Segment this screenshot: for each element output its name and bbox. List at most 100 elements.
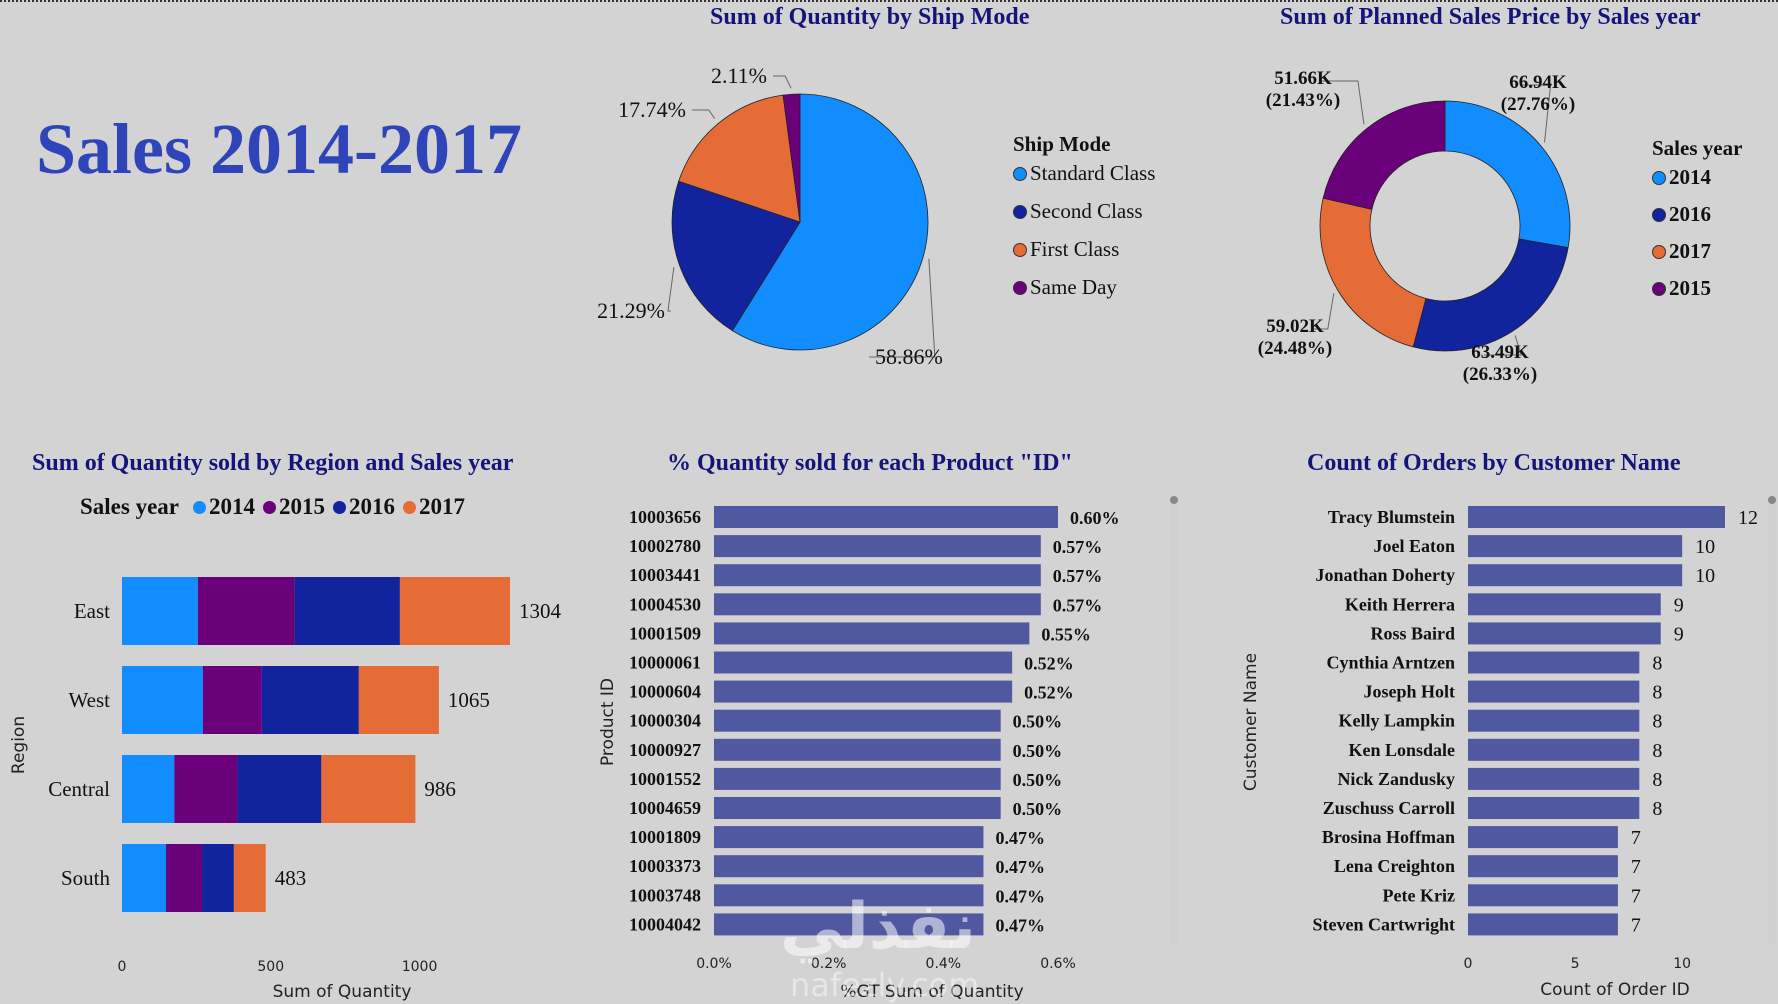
customer-bar[interactable]	[1468, 884, 1618, 907]
region-bar-south-2015[interactable]	[166, 844, 203, 912]
product-id-label: 10003373	[629, 856, 701, 876]
region-bar-west-2016[interactable]	[261, 666, 359, 734]
ship-mode-chart-title: Sum of Quantity by Ship Mode	[710, 4, 1030, 30]
region-bar-east-2016[interactable]	[294, 577, 400, 645]
customer-bar[interactable]	[1468, 564, 1683, 587]
customer-value-label: 7	[1631, 914, 1641, 936]
region-bar-east-2014[interactable]	[122, 577, 198, 645]
donut-slice-2014[interactable]	[1444, 100, 1571, 249]
product-bar[interactable]	[714, 535, 1041, 558]
product-bar[interactable]	[714, 826, 984, 849]
region-bar-south-2016[interactable]	[202, 844, 234, 912]
customer-bar[interactable]	[1468, 651, 1640, 674]
legend-item-2015[interactable]: 2015	[263, 494, 325, 520]
legend-item-2014[interactable]: 2014	[1652, 165, 1742, 190]
region-legend-title: Sales year	[80, 494, 180, 519]
customer-bar[interactable]	[1468, 826, 1618, 849]
donut-slice-2016[interactable]	[1412, 238, 1569, 352]
region-bar-central-2016[interactable]	[237, 755, 322, 823]
legend-item-2017[interactable]: 2017	[403, 494, 465, 520]
customer-name-label: Ken Lonsdale	[1348, 740, 1455, 760]
customer-name-label: Zuschuss Carroll	[1323, 798, 1455, 818]
region-bar-south-2017[interactable]	[233, 844, 266, 912]
pie-slice-first-class[interactable]	[678, 94, 801, 223]
pie-data-label: 17.74%	[618, 97, 686, 122]
product-bar[interactable]	[714, 855, 984, 878]
product-bar[interactable]	[714, 797, 1001, 819]
region-bar-central-2014[interactable]	[122, 755, 175, 823]
product-bar[interactable]	[714, 884, 984, 907]
customer-bar[interactable]	[1468, 593, 1661, 616]
legend-item-same-day[interactable]: Same Day	[1013, 275, 1155, 300]
product-id-label: 10004659	[629, 798, 701, 818]
customer-bar[interactable]	[1468, 767, 1640, 790]
pie-slice-standard-class[interactable]	[731, 93, 929, 351]
product-bar[interactable]	[714, 680, 1013, 703]
customer-bar[interactable]	[1468, 622, 1661, 645]
customer-bar[interactable]	[1468, 913, 1618, 936]
legend-dot-icon	[193, 500, 207, 514]
legend-item-2017[interactable]: 2017	[1652, 239, 1742, 264]
donut-slice-2017[interactable]	[1319, 197, 1427, 348]
legend-item-second-class[interactable]: Second Class	[1013, 199, 1155, 224]
product-bar[interactable]	[714, 709, 1001, 732]
donut-pct-label: (26.33%)	[1463, 364, 1537, 385]
customer-name-label: Keith Herrera	[1345, 594, 1455, 614]
product-value-label: 0.47%	[995, 857, 1045, 877]
region-category-label: East	[74, 599, 110, 623]
customer-chart-scrollbar[interactable]	[1768, 496, 1776, 944]
product-bar[interactable]	[714, 622, 1030, 645]
legend-item-2014[interactable]: 2014	[193, 494, 255, 520]
donut-pct-label: (24.48%)	[1258, 338, 1332, 359]
region-bar-east-2017[interactable]	[399, 577, 510, 645]
legend-dot-icon	[1652, 207, 1666, 222]
region-bar-central-2015[interactable]	[174, 755, 238, 823]
region-bar-west-2017[interactable]	[358, 666, 439, 734]
region-bar-west-2014[interactable]	[122, 666, 203, 734]
product-bar[interactable]	[714, 767, 1001, 790]
legend-item-first-class[interactable]: First Class	[1013, 237, 1155, 262]
customer-name-label: Pete Kriz	[1383, 885, 1455, 905]
product-value-label: 0.52%	[1024, 683, 1074, 703]
product-bar[interactable]	[714, 564, 1041, 587]
product-scroll-thumb[interactable]	[1170, 496, 1178, 504]
customer-bar[interactable]	[1468, 709, 1640, 732]
pie-slice-second-class[interactable]	[671, 180, 801, 332]
customer-bar[interactable]	[1468, 535, 1683, 558]
legend-dot-icon	[1013, 204, 1027, 219]
product-chart-scrollbar[interactable]	[1170, 496, 1178, 944]
product-y-axis-label: Product ID	[598, 678, 618, 766]
product-id-label: 10003748	[629, 885, 701, 905]
pie-leader-line	[667, 267, 675, 312]
customer-value-label: 8	[1652, 769, 1662, 791]
customer-bar[interactable]	[1468, 506, 1725, 528]
product-bar[interactable]	[714, 593, 1041, 616]
product-bar[interactable]	[714, 913, 984, 936]
pie-slice-same-day[interactable]	[782, 93, 801, 223]
customer-bar[interactable]	[1468, 855, 1618, 878]
product-chart-title: % Quantity sold for each Product "ID"	[667, 450, 1073, 476]
legend-item-2016[interactable]: 2016	[1652, 202, 1742, 227]
product-value-label: 0.50%	[1013, 741, 1063, 761]
customer-bar[interactable]	[1468, 738, 1640, 761]
product-bar[interactable]	[714, 651, 1013, 674]
customer-bar[interactable]	[1468, 680, 1640, 703]
sales-year-legend: Sales year 2014 2016 2017 2015	[1652, 136, 1742, 301]
product-bar[interactable]	[714, 738, 1001, 761]
customer-name-label: Joseph Holt	[1363, 682, 1455, 702]
legend-item-standard-class[interactable]: Standard Class	[1013, 161, 1155, 186]
customer-bar[interactable]	[1468, 797, 1640, 819]
region-chart-title: Sum of Quantity sold by Region and Sales…	[32, 450, 514, 476]
region-bar-south-2014[interactable]	[122, 844, 167, 912]
product-value-label: 0.55%	[1041, 624, 1091, 644]
legend-item-2016[interactable]: 2016	[333, 494, 395, 520]
region-bar-east-2015[interactable]	[197, 577, 295, 645]
donut-slice-2015[interactable]	[1322, 100, 1446, 210]
legend-item-2015[interactable]: 2015	[1652, 276, 1742, 301]
region-bar-central-2017[interactable]	[321, 755, 416, 823]
product-bar[interactable]	[714, 506, 1058, 528]
customer-scroll-thumb[interactable]	[1768, 496, 1776, 504]
region-bar-west-2015[interactable]	[202, 666, 262, 734]
donut-leader-line	[1484, 335, 1522, 356]
